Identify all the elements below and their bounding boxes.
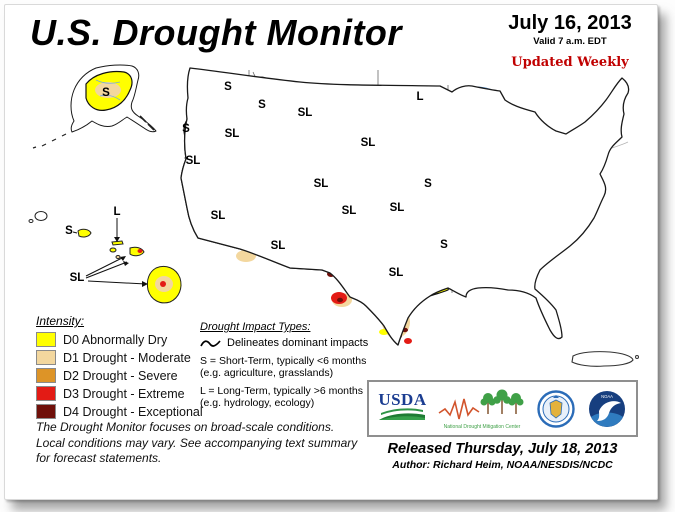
disclaimer-line: The Drought Monitor focuses on broad-sca…: [36, 420, 335, 434]
released-date: Released Thursday, July 18, 2013: [387, 441, 618, 457]
impact-type-entry: S = Short-Term, typically <6 months (e.g.…: [200, 355, 370, 379]
legend-swatch: [36, 350, 56, 365]
map-impact-label: SL: [225, 128, 240, 140]
valid-time: Valid 7 a.m. EDT: [533, 36, 607, 47]
intensity-heading: Intensity:: [36, 314, 85, 328]
updated-weekly-note: Updated Weekly: [511, 55, 629, 70]
alaska-panhandle: [139, 115, 155, 131]
impact-type-lines: S = Short-Term, typically <6 months (e.g.…: [200, 355, 370, 409]
map-impact-label: SL: [390, 202, 405, 214]
map-impact-label: S: [258, 99, 266, 111]
map-impact-label: SL: [211, 210, 226, 222]
legend-item: D3 Drought - Extreme: [36, 386, 203, 401]
disclaimer-line: for forecast statements.: [36, 451, 162, 466]
disclaimer-line: Local conditions may vary. See accompany…: [36, 435, 358, 450]
delineates-text: Delineates dominant impacts: [227, 337, 369, 349]
legend-swatch: [36, 386, 56, 401]
page-title: U.S. Drought Monitor: [30, 12, 402, 53]
impact-types-panel: Drought Impact Types: Delineates dominan…: [200, 321, 370, 409]
legend-label: D4 Drought - Exceptional: [63, 404, 203, 419]
legend-item: D2 Drought - Severe: [36, 368, 203, 383]
usda-logo: USDA: [378, 391, 426, 426]
puerto-rico-inset: [571, 351, 639, 367]
island-kahoolawe: [115, 255, 121, 259]
island-kauai: [34, 211, 48, 221]
legend-label: D0 Abnormally Dry: [63, 332, 168, 347]
impact-type-example: (e.g. agriculture, grasslands): [200, 367, 334, 379]
commerce-seal: [537, 389, 575, 428]
legend-item: D4 Drought - Exceptional: [36, 404, 203, 419]
map-impact-label: SL: [70, 272, 85, 284]
noaa-caption: NOAA: [601, 394, 613, 399]
intensity-legend: Intensity: D0 Abnormally Dry D1 Drought -…: [36, 314, 203, 422]
map-impact-label: SL: [389, 267, 404, 279]
ndmc-logo: National Drought Mitigation Center: [438, 389, 524, 430]
legend-item: D0 Abnormally Dry: [36, 332, 203, 347]
island-lanai: [109, 247, 117, 253]
agency-logo-bar: USDA National Drought Mitigation Center …: [367, 380, 638, 437]
hawaii-label-leaders: [72, 218, 147, 285]
legend-label: D2 Drought - Severe: [63, 368, 178, 383]
hawaii-inset: [28, 211, 182, 304]
impact-type-example: (e.g. hydrology, ecology): [200, 397, 315, 409]
map-impact-label: S: [424, 178, 432, 190]
legend-swatch: [36, 404, 56, 419]
map-impact-label: L: [416, 91, 423, 103]
map-impact-label: S: [224, 81, 232, 93]
noaa-logo: NOAA: [588, 390, 625, 427]
map-impact-label: SL: [271, 240, 286, 252]
release-block: Released Thursday, July 18, 2013 Author:…: [367, 441, 638, 471]
date-block: July 16, 2013 Valid 7 a.m. EDT Updated W…: [494, 12, 646, 70]
impact-type-main: L = Long-Term, typically >6 months: [200, 385, 364, 397]
usda-field-graphic: [379, 408, 426, 420]
map-impact-label: S: [102, 87, 110, 99]
intensity-items: D0 Abnormally Dry D1 Drought - Moderate D2…: [36, 332, 203, 419]
map-impact-label: SL: [314, 178, 329, 190]
map-impact-label: SL: [186, 155, 201, 167]
map-impact-label: SL: [298, 107, 313, 119]
impact-type-main: S = Short-Term, typically <6 months: [200, 355, 367, 367]
legend-swatch: [36, 368, 56, 383]
island-oahu: [77, 228, 92, 238]
map-impact-label: S: [440, 239, 448, 251]
map-impact-label: SL: [361, 137, 376, 149]
ndmc-caption: National Drought Mitigation Center: [444, 424, 521, 430]
legend-swatch: [36, 332, 56, 347]
island-molokai: [111, 240, 124, 246]
author-line: Author: Richard Heim, NOAA/NESDIS/NCDC: [392, 459, 613, 471]
d1-patch-alaska: [95, 82, 121, 98]
legend-label: D1 Drought - Moderate: [63, 350, 191, 365]
legend-label: D3 Drought - Extreme: [63, 386, 185, 401]
squiggle-icon: [200, 339, 221, 347]
hawaii-leader-arrowheads: [114, 237, 148, 287]
disclaimer-note: The Drought Monitor focuses on broad-sca…: [36, 420, 357, 467]
island-niihau: [28, 219, 34, 223]
map-impact-label: S: [182, 123, 190, 135]
map-impact-label: L: [113, 206, 120, 218]
impact-types-heading: Drought Impact Types:: [200, 321, 311, 333]
impact-type-entry: L = Long-Term, typically >6 months (e.g. …: [200, 385, 370, 409]
map-date: July 16, 2013: [508, 12, 632, 34]
map-impact-label: SL: [342, 205, 357, 217]
map-impact-label: S: [65, 225, 73, 237]
alaska-inset: [32, 64, 157, 149]
aleutian-islands: [32, 133, 67, 149]
legend-item: D1 Drought - Moderate: [36, 350, 203, 365]
